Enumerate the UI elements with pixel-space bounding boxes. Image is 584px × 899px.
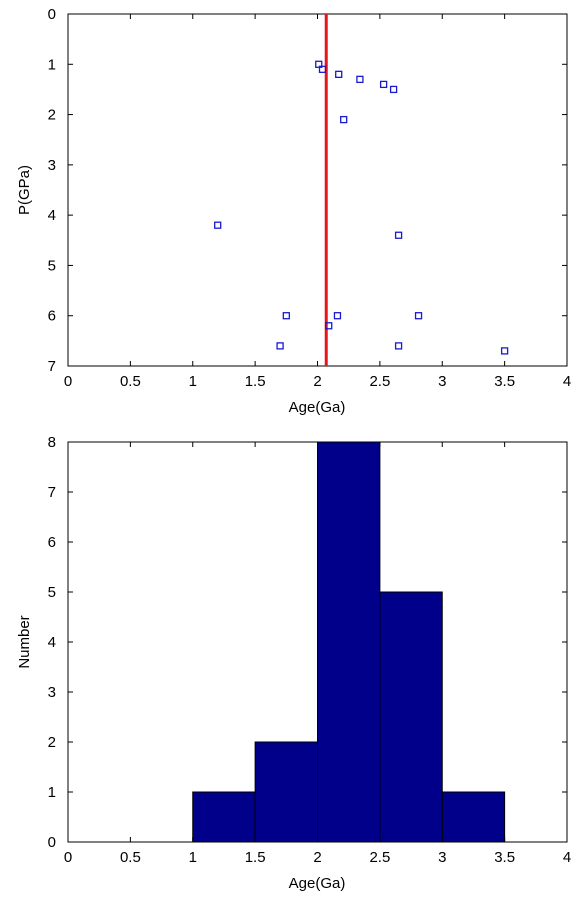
scatter-point <box>414 312 423 320</box>
scatter-point <box>282 312 290 320</box>
scatter-y-tick-label: 2 <box>48 107 56 124</box>
scatter-y-tick-label: 4 <box>48 207 56 224</box>
scatter-x-tick-label: 1 <box>189 373 197 390</box>
scatter-x-tick-label: 3.5 <box>494 373 515 390</box>
histogram-y-tick-label: 5 <box>48 584 56 601</box>
scatter-x-tick-label: 0 <box>64 373 72 390</box>
histogram-y-tick-label: 1 <box>48 784 56 801</box>
scatter-plot: 0 0.5 1 1.5 2 2.5 3 3.5 4 0 1 2 3 4 5 6 7 Age(Ga) P(GPa… <box>16 6 571 416</box>
histogram-y-tick-label: 0 <box>48 834 56 851</box>
histogram-y-tick-label: 8 <box>48 434 56 451</box>
scatter-y-tick-label: 3 <box>48 157 56 174</box>
scatter-x-tick-label: 0.5 <box>120 373 141 390</box>
scatter-point <box>394 231 403 239</box>
scatter-point <box>340 115 348 124</box>
scatter-point <box>335 70 343 78</box>
histogram-bar <box>254 741 318 843</box>
histogram-bar <box>441 791 506 843</box>
histogram-y-tick-label: 6 <box>48 534 56 551</box>
scatter-point <box>379 80 388 89</box>
histogram-x-tick-label: 3.5 <box>494 849 515 866</box>
scatter-point <box>276 342 284 350</box>
scatter-point <box>389 85 398 94</box>
scatter-point <box>356 75 364 84</box>
scatter-point <box>214 221 222 229</box>
scatter-point <box>315 60 323 68</box>
scatter-point <box>394 342 403 350</box>
scatter-x-tick-label: 2 <box>313 373 321 390</box>
scatter-point <box>500 347 509 355</box>
scatter-y-tick-label: 5 <box>48 257 56 274</box>
histogram-x-tick-label: 2.5 <box>369 849 390 866</box>
histogram-y-tick-label: 2 <box>48 734 56 751</box>
scatter-point <box>318 65 327 73</box>
scatter-x-tick-label: 1.5 <box>245 373 266 390</box>
histogram-x-tick-label: 0.5 <box>120 849 141 866</box>
histogram-bars <box>192 441 506 843</box>
scatter-point <box>325 322 333 330</box>
scatter-point <box>333 312 342 320</box>
histogram-x-tick-label: 4 <box>563 849 571 866</box>
scatter-y-tick-label: 7 <box>48 358 56 375</box>
scatter-y-tick-label: 6 <box>48 308 56 325</box>
histogram-y-tick-label: 7 <box>48 484 56 501</box>
histogram-x-tick-label: 3 <box>438 849 446 866</box>
histogram-bar <box>192 791 256 843</box>
scatter-x-tick-label: 3 <box>438 373 446 390</box>
histogram-y-axis: 0 1 2 3 4 5 6 7 8 <box>48 434 567 851</box>
histogram-x-axis-title: Age(Ga) <box>289 875 346 892</box>
scatter-x-axis: 0 0.5 1 1.5 2 2.5 3 3.5 4 <box>64 14 571 390</box>
histogram: 0 0.5 1 1.5 2 2.5 3 3.5 4 0 1 2 3 4 5 6 7 8 Age(Ga) Numb… <box>16 434 571 892</box>
scatter-y-tick-label: 0 <box>48 6 56 23</box>
histogram-x-tick-label: 0 <box>64 849 72 866</box>
histogram-bar <box>379 591 443 843</box>
scatter-y-axis-title: P(GPa) <box>16 165 33 215</box>
scatter-x-axis-title: Age(Ga) <box>289 399 346 416</box>
histogram-y-tick-label: 3 <box>48 684 56 701</box>
scatter-x-tick-label: 4 <box>563 373 571 390</box>
histogram-y-tick-label: 4 <box>48 634 56 651</box>
histogram-x-tick-label: 1.5 <box>245 849 266 866</box>
histogram-x-axis: 0 0.5 1 1.5 2 2.5 3 3.5 4 <box>64 442 571 866</box>
scatter-points <box>214 60 509 355</box>
scatter-x-tick-label: 2.5 <box>369 373 390 390</box>
histogram-bar <box>317 441 381 843</box>
scatter-y-tick-label: 1 <box>48 56 56 73</box>
histogram-x-tick-label: 2 <box>313 849 321 866</box>
scatter-y-axis: 0 1 2 3 4 5 6 7 <box>48 6 567 375</box>
histogram-x-tick-label: 1 <box>189 849 197 866</box>
histogram-y-axis-title: Number <box>16 615 33 668</box>
